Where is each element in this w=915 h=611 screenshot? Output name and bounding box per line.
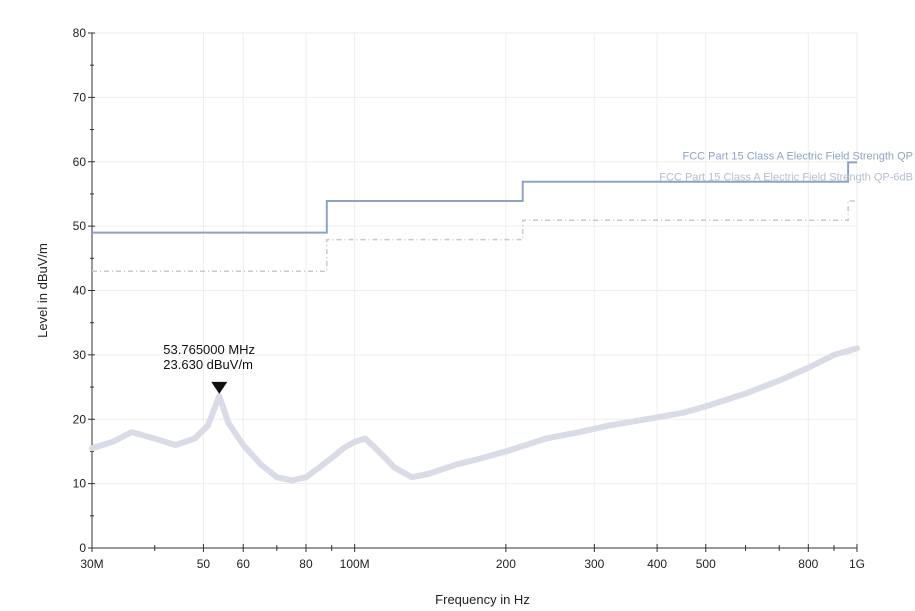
y-tick-label: 60 <box>73 155 87 169</box>
y-tick-label: 20 <box>73 412 87 426</box>
peak-annotation-line: 23.630 dBuV/m <box>163 357 253 372</box>
x-tick-label: 500 <box>696 557 716 571</box>
y-tick-label: 40 <box>73 284 87 298</box>
limit-label-qp-6db: FCC Part 15 Class A Electric Field Stren… <box>659 172 913 184</box>
x-tick-label: 80 <box>299 557 313 571</box>
y-tick-label: 30 <box>73 348 87 362</box>
y-tick-label: 10 <box>73 477 87 491</box>
x-tick-label: 30M <box>80 557 103 571</box>
y-tick-label: 0 <box>79 541 86 555</box>
peak-annotation-line: 53.765000 MHz <box>163 342 255 357</box>
x-tick-label: 300 <box>584 557 604 571</box>
limit-label-qp: FCC Part 15 Class A Electric Field Stren… <box>683 150 913 162</box>
x-tick-label: 400 <box>647 557 667 571</box>
x-tick-label: 50 <box>197 557 211 571</box>
x-tick-label: 200 <box>496 557 516 571</box>
x-tick-label: 800 <box>798 557 818 571</box>
y-tick-label: 50 <box>73 219 87 233</box>
x-tick-label: 1G <box>849 557 865 571</box>
limit-line-qp-6db <box>92 200 857 272</box>
peak-marker-icon <box>211 381 228 394</box>
measurement-trace <box>89 345 860 484</box>
y-tick-label: 70 <box>73 90 87 104</box>
x-tick-label: 60 <box>237 557 251 571</box>
x-axis-label: Frequency in Hz <box>435 592 530 607</box>
y-axis-label: Level in dBuV/m <box>35 243 50 338</box>
limit-line-qp <box>92 161 857 234</box>
y-tick-label: 80 <box>73 26 87 40</box>
x-tick-label: 100M <box>340 557 370 571</box>
